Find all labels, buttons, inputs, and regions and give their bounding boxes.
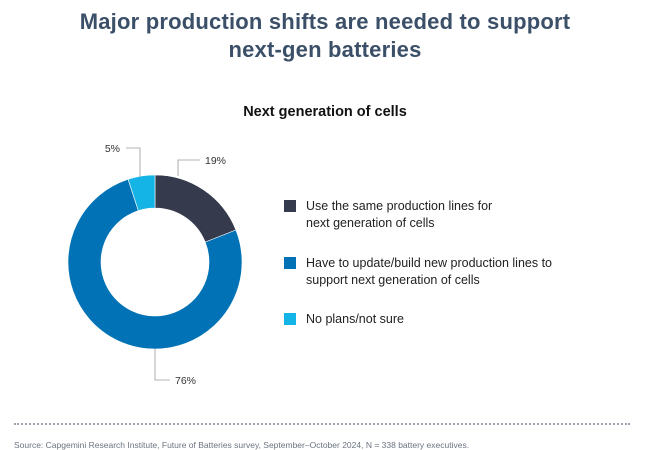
value-label-76: 76% xyxy=(175,375,196,387)
value-label-5: 5% xyxy=(105,143,120,155)
leader-line xyxy=(154,349,170,381)
legend-item-no-plans: No plans/not sure xyxy=(284,311,404,328)
legend-swatch xyxy=(284,200,296,212)
page-title: Major production shifts are needed to su… xyxy=(0,8,650,64)
legend-swatch xyxy=(284,257,296,269)
leader-line xyxy=(177,159,200,176)
legend-label: Have to update/build new production line… xyxy=(306,256,552,287)
title-line-2: next-gen batteries xyxy=(228,37,422,62)
source-note: Source: Capgemini Research Institute, Fu… xyxy=(14,440,470,450)
legend-label: No plans/not sure xyxy=(306,312,404,326)
title-line-1: Major production shifts are needed to su… xyxy=(79,9,571,34)
slice-no-plans xyxy=(127,174,156,212)
legend-label: Use the same production lines for next g… xyxy=(306,199,493,230)
chart-title: Next generation of cells xyxy=(243,104,407,120)
slice-new-lines xyxy=(67,178,243,350)
value-label-19: 19% xyxy=(205,155,226,167)
footer-divider xyxy=(14,423,630,425)
legend-item-same-lines: Use the same production lines for next g… xyxy=(284,198,492,232)
slice-same-lines xyxy=(154,174,237,243)
legend-swatch xyxy=(284,313,296,325)
legend-item-new-lines: Have to update/build new production line… xyxy=(284,255,552,289)
leader-line xyxy=(126,147,141,177)
